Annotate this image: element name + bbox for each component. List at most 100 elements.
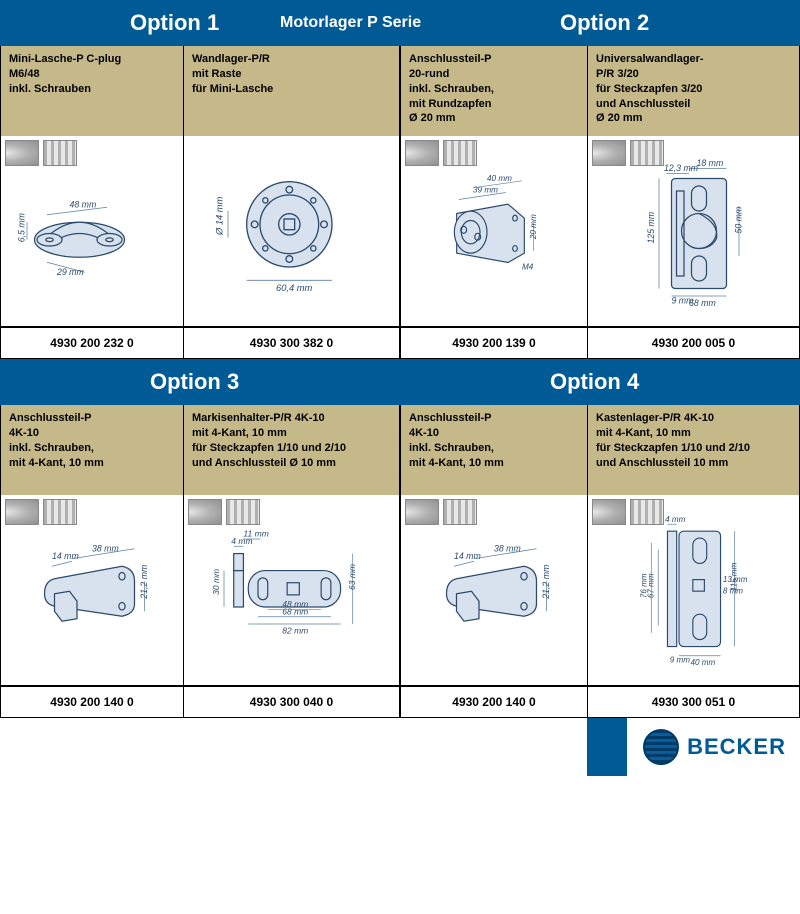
card-2-partno: 4930 300 382 0 <box>184 326 399 358</box>
becker-logo: BECKER <box>643 729 786 765</box>
header-row-1: Option 1 Motorlager P Serie Option 2 <box>0 0 800 46</box>
svg-text:48 mm: 48 mm <box>70 199 97 209</box>
card-1-partno: 4930 200 232 0 <box>1 326 183 358</box>
svg-text:12,3 mm: 12,3 mm <box>664 163 698 173</box>
card-6-desc: Markisenhalter-P/R 4K-10 mit 4-Kant, 10 … <box>184 405 399 495</box>
tube-icon <box>592 499 626 525</box>
tube-icon <box>405 140 439 166</box>
card-1: Mini-Lasche-P C-plug M6/48 inkl. Schraub… <box>0 46 184 359</box>
card-3: Anschlussteil-P 20-rund inkl. Schrauben,… <box>400 46 588 359</box>
option-3-label: Option 3 <box>150 369 239 395</box>
slat-icon <box>226 499 260 525</box>
card-4-desc: Universalwandlager- P/R 3/20 für Steckza… <box>588 46 799 136</box>
card-4-sub4: Ø 20 mm <box>596 111 791 126</box>
card-5: Anschlussteil-P 4K-10 inkl. Schrauben, m… <box>0 405 184 718</box>
svg-text:125 mm: 125 mm <box>646 212 656 244</box>
header-row-2: Option 3 Option 4 <box>0 359 800 405</box>
card-3-sub1: 20-rund <box>409 67 579 82</box>
tube-icon <box>405 499 439 525</box>
svg-text:Ø 14 mm: Ø 14 mm <box>214 196 224 236</box>
becker-logo-icon <box>643 729 679 765</box>
icon-strip <box>592 140 664 166</box>
card-7-desc: Anschlussteil-P 4K-10 inkl. Schrauben, m… <box>401 405 587 495</box>
svg-text:21,2 mm: 21,2 mm <box>541 565 551 600</box>
card-5-sub3: mit 4-Kant, 10 mm <box>9 456 175 471</box>
card-4-partno: 4930 200 005 0 <box>588 326 799 358</box>
card-6-partno: 4930 300 040 0 <box>184 685 399 717</box>
card-5-sub2: inkl. Schrauben, <box>9 441 175 456</box>
svg-text:30 mm: 30 mm <box>211 569 221 595</box>
slat-icon <box>443 499 477 525</box>
svg-text:21,2 mm: 21,2 mm <box>139 565 149 600</box>
card-8-diagram: 40 mm 9 mm 67 mm 76 mm 115 mm 4 mm 13 mm… <box>588 495 799 685</box>
card-1-diagram: 48 mm 29 mm 6,5 mm <box>1 136 183 326</box>
svg-text:40 mm: 40 mm <box>487 174 512 183</box>
becker-logo-text: BECKER <box>687 734 786 760</box>
icon-strip <box>405 140 477 166</box>
card-5-title: Anschlussteil-P <box>9 411 175 426</box>
card-3-title: Anschlussteil-P <box>409 52 579 67</box>
footer: BECKER <box>0 718 800 776</box>
tube-icon <box>5 499 39 525</box>
footer-accent <box>587 718 627 776</box>
svg-text:82 mm: 82 mm <box>282 626 308 636</box>
tube-icon <box>592 140 626 166</box>
card-8-partno: 4930 300 051 0 <box>588 685 799 717</box>
card-7-title: Anschlussteil-P <box>409 411 579 426</box>
card-4: Universalwandlager- P/R 3/20 für Steckza… <box>588 46 800 359</box>
svg-text:20 mm: 20 mm <box>529 214 538 240</box>
tube-icon <box>188 499 222 525</box>
svg-text:60,4 mm: 60,4 mm <box>276 283 313 293</box>
card-5-desc: Anschlussteil-P 4K-10 inkl. Schrauben, m… <box>1 405 183 495</box>
card-2-desc: Wandlager-P/R mit Raste für Mini-Lasche <box>184 46 399 136</box>
card-7-sub3: mit 4-Kant, 10 mm <box>409 456 579 471</box>
card-3-partno: 4930 200 139 0 <box>401 326 587 358</box>
svg-text:50 mm: 50 mm <box>733 207 743 234</box>
svg-text:38 mm: 38 mm <box>92 543 119 553</box>
svg-text:29 mm: 29 mm <box>56 267 84 277</box>
svg-text:8 mm: 8 mm <box>722 586 742 595</box>
card-1-sub2: inkl. Schrauben <box>9 82 175 97</box>
card-6-sub2: für Steckzapfen 1/10 und 2/10 <box>192 441 391 456</box>
svg-text:11 mm: 11 mm <box>243 529 268 539</box>
option-2-label: Option 2 <box>560 10 649 36</box>
main-title: Motorlager P Serie <box>280 14 421 32</box>
svg-text:9 mm: 9 mm <box>671 296 693 306</box>
card-7-sub2: inkl. Schrauben, <box>409 441 579 456</box>
card-1-desc: Mini-Lasche-P C-plug M6/48 inkl. Schraub… <box>1 46 183 136</box>
svg-text:13 mm: 13 mm <box>722 575 747 584</box>
card-3-sub3: mit Rundzapfen <box>409 97 579 112</box>
card-2-sub1: mit Raste <box>192 67 391 82</box>
slat-icon <box>630 140 664 166</box>
card-8-sub1: mit 4-Kant, 10 mm <box>596 426 791 441</box>
card-5-partno: 4930 200 140 0 <box>1 685 183 717</box>
card-7-sub1: 4K-10 <box>409 426 579 441</box>
option-1-label: Option 1 <box>130 10 219 36</box>
card-7-diagram: 14 mm 38 mm 21,2 mm <box>401 495 587 685</box>
svg-text:6,5 mm: 6,5 mm <box>17 213 27 242</box>
tube-icon <box>5 140 39 166</box>
svg-text:14 mm: 14 mm <box>52 551 79 561</box>
slat-icon <box>43 499 77 525</box>
svg-text:76 mm: 76 mm <box>639 573 648 598</box>
option-4-label: Option 4 <box>550 369 639 395</box>
card-7: Anschlussteil-P 4K-10 inkl. Schrauben, m… <box>400 405 588 718</box>
svg-text:38 mm: 38 mm <box>494 543 521 553</box>
card-6: Markisenhalter-P/R 4K-10 mit 4-Kant, 10 … <box>184 405 400 718</box>
icon-strip <box>5 140 77 166</box>
icon-strip <box>5 499 77 525</box>
card-row-1: Mini-Lasche-P C-plug M6/48 inkl. Schraub… <box>0 46 800 359</box>
card-3-diagram: 39 mm 40 mm 20 mm M4 <box>401 136 587 326</box>
card-5-sub1: 4K-10 <box>9 426 175 441</box>
card-4-sub2: für Steckzapfen 3/20 <box>596 82 791 97</box>
card-7-partno: 4930 200 140 0 <box>401 685 587 717</box>
card-2-diagram: 60,4 mm Ø 14 mm <box>184 136 399 326</box>
icon-strip <box>592 499 664 525</box>
card-row-2: Anschlussteil-P 4K-10 inkl. Schrauben, m… <box>0 405 800 718</box>
card-4-sub3: und Anschlussteil <box>596 97 791 112</box>
card-8-desc: Kastenlager-P/R 4K-10 mit 4-Kant, 10 mm … <box>588 405 799 495</box>
svg-text:39 mm: 39 mm <box>473 186 498 195</box>
svg-text:48 mm: 48 mm <box>282 599 308 609</box>
card-2-title: Wandlager-P/R <box>192 52 391 67</box>
card-3-desc: Anschlussteil-P 20-rund inkl. Schrauben,… <box>401 46 587 136</box>
